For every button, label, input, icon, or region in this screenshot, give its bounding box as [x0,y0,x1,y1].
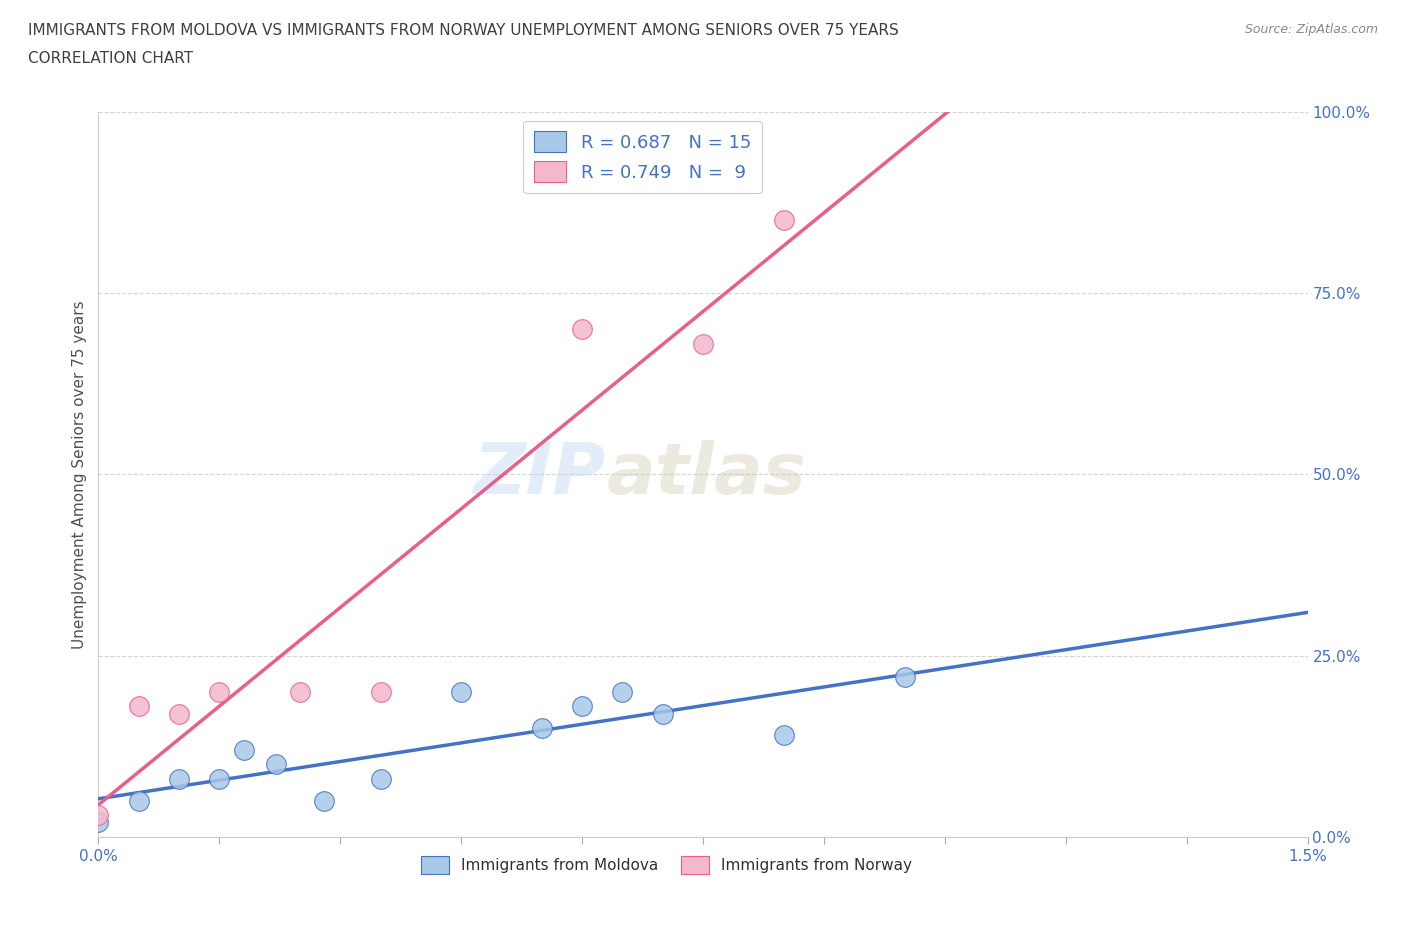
Point [571,322,593,337]
Text: Source: ZipAtlas.com: Source: ZipAtlas.com [1244,23,1378,36]
Point [128,793,150,808]
Point [893,670,915,684]
Point [370,772,392,787]
Point [208,772,231,787]
Point [651,706,673,721]
Text: CORRELATION CHART: CORRELATION CHART [28,51,193,66]
Point [167,706,190,721]
Point [87,808,110,823]
Point [692,337,714,352]
Point [370,684,392,699]
Point [772,213,794,228]
Point [128,699,150,714]
Point [232,742,254,757]
Text: ZIP: ZIP [474,440,606,509]
Point [167,772,190,787]
Text: IMMIGRANTS FROM MOLDOVA VS IMMIGRANTS FROM NORWAY UNEMPLOYMENT AMONG SENIORS OVE: IMMIGRANTS FROM MOLDOVA VS IMMIGRANTS FR… [28,23,898,38]
Point [264,757,287,772]
Point [314,793,336,808]
Point [571,699,593,714]
Legend: Immigrants from Moldova, Immigrants from Norway: Immigrants from Moldova, Immigrants from… [415,850,918,880]
Text: atlas: atlas [606,440,806,509]
Point [87,815,110,830]
Point [208,684,231,699]
Point [612,684,634,699]
Point [772,728,794,743]
Point [530,721,553,736]
Point [288,684,311,699]
Y-axis label: Unemployment Among Seniors over 75 years: Unemployment Among Seniors over 75 years [72,300,87,648]
Point [450,684,472,699]
